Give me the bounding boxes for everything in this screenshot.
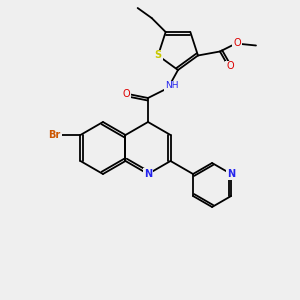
Text: O: O bbox=[122, 89, 130, 99]
Text: N: N bbox=[144, 169, 152, 179]
Text: N: N bbox=[227, 169, 235, 179]
Text: S: S bbox=[154, 50, 162, 61]
Text: O: O bbox=[226, 61, 234, 71]
Text: Br: Br bbox=[48, 130, 61, 140]
Text: O: O bbox=[233, 38, 241, 49]
Text: NH: NH bbox=[165, 82, 179, 91]
